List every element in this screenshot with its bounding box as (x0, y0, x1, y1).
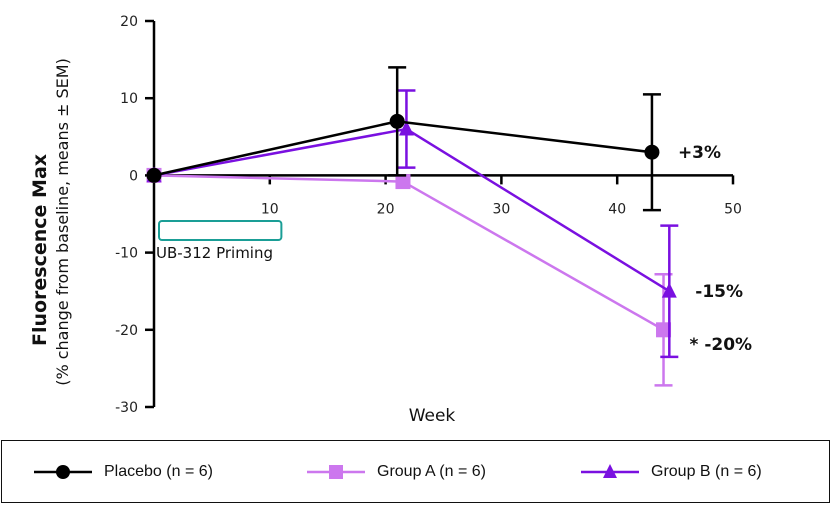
legend-swatch-group-b (581, 463, 639, 478)
x-tick-label: 30 (492, 201, 510, 217)
axes (152, 21, 733, 407)
data-point-placebo (644, 144, 660, 160)
y-tick-label: -20 (115, 323, 138, 339)
annotations: +3% -15% * -20% (678, 143, 752, 355)
annotation-group-b: -15% (695, 282, 743, 302)
legend-label-placebo: Placebo (n = 6) (104, 462, 213, 480)
legend-label-group-a: Group A (n = 6) (377, 462, 486, 480)
x-tick-label: 50 (724, 201, 742, 217)
y-axis-title-main: Fluorescence Max (29, 154, 51, 346)
x-axis-title: Week (409, 406, 456, 426)
ticks: -30 -20 -10 0 10 20 10 20 30 40 50 (115, 14, 742, 416)
series-placebo (146, 66, 661, 212)
y-tick-label: 20 (120, 14, 138, 30)
x-tick-label: 40 (608, 201, 626, 217)
legend-item-group-a: Group A (n = 6) (305, 441, 486, 502)
legend: Placebo (n = 6) Group A (n = 6) Group B … (1, 440, 830, 503)
y-tick-label: 0 (129, 168, 138, 184)
priming-label: UB-312 Priming (156, 244, 273, 262)
y-axis-title: Fluorescence Max (% change from baseline… (29, 58, 72, 386)
x-tick-label: 10 (261, 201, 279, 217)
series-line-group-b (153, 127, 670, 293)
priming-annotation: UB-312 Priming (156, 220, 283, 262)
data-point-placebo (389, 113, 405, 129)
legend-marker-placebo (56, 464, 70, 479)
legend-label-group-b: Group B (n = 6) (651, 462, 762, 480)
legend-item-placebo: Placebo (n = 6) (32, 441, 213, 502)
legend-item-group-b: Group B (n = 6) (579, 441, 762, 502)
annotation-placebo: +3% (678, 143, 721, 163)
series-group-b (146, 89, 679, 359)
y-tick-label: 10 (120, 91, 138, 107)
annotation-group-a: * -20% (690, 335, 753, 355)
data-point-group-b (661, 282, 677, 298)
series (146, 66, 679, 387)
data-point-group-a (395, 174, 411, 190)
data-point-group-b (398, 120, 414, 136)
series-group-a (146, 167, 673, 387)
y-tick-label: -30 (115, 400, 138, 416)
data-point-group-a (656, 322, 672, 338)
y-axis-title-sub: (% change from baseline, means ± SEM) (53, 58, 72, 386)
legend-marker-group-a (329, 464, 343, 479)
legend-swatch-group-a (307, 464, 365, 479)
x-tick-label: 20 (377, 201, 395, 217)
y-tick-label: -10 (115, 246, 138, 262)
data-point-placebo (146, 167, 162, 183)
legend-marker-group-b (603, 463, 617, 478)
legend-swatch-placebo (34, 464, 92, 479)
priming-box (158, 220, 283, 241)
